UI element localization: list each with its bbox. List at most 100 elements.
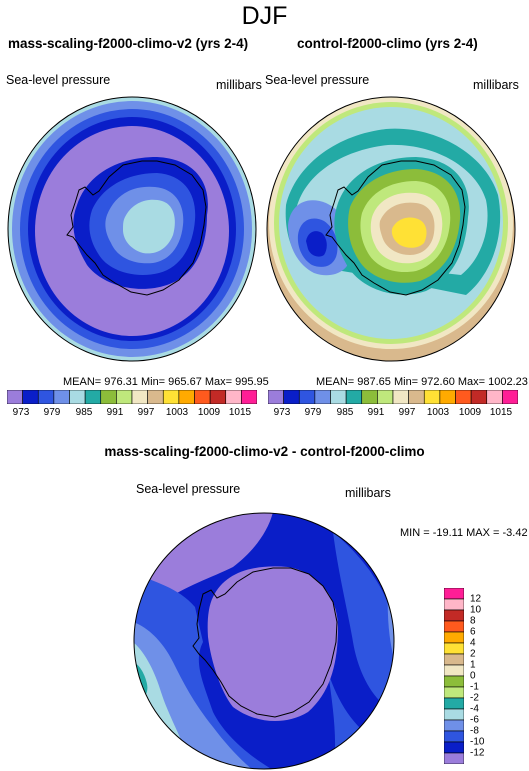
colorbar-swatch bbox=[444, 730, 464, 743]
colorbar-swatch bbox=[444, 653, 464, 666]
colorbar-swatch bbox=[455, 390, 472, 404]
right-cb-tick: 1015 bbox=[489, 407, 513, 418]
right-stats: MEAN= 987.65 Min= 972.60 Max= 1002.23 bbox=[316, 376, 528, 388]
diff-cb-tick: 1 bbox=[470, 659, 476, 671]
colorbar-swatch bbox=[444, 686, 464, 699]
diff-stats: MIN = -19.11 MAX = -3.42 bbox=[400, 527, 528, 539]
colorbar-swatch bbox=[444, 719, 464, 732]
diff-colorbar bbox=[444, 588, 464, 764]
colorbar-swatch bbox=[423, 390, 441, 404]
left-cb-tick: 1003 bbox=[165, 407, 189, 418]
main-title: DJF bbox=[241, 2, 288, 30]
diff-colorbar-labels: 12 10 8 6 4 2 1 0 -1 -2 -4 -6 -8 -10 -12 bbox=[470, 588, 510, 764]
right-panel-title: control-f2000-climo (yrs 2-4) bbox=[297, 36, 478, 51]
diff-units-label: millibars bbox=[345, 486, 391, 500]
diff-cb-tick: 2 bbox=[470, 648, 476, 660]
left-cb-tick: 1015 bbox=[228, 407, 252, 418]
colorbar-swatch bbox=[225, 390, 242, 404]
diff-cb-tick: -4 bbox=[470, 703, 479, 715]
colorbar-swatch bbox=[444, 675, 464, 688]
colorbar-swatch bbox=[314, 390, 331, 404]
diff-cb-tick: 8 bbox=[470, 615, 476, 627]
colorbar-swatch bbox=[330, 390, 347, 404]
diff-cb-tick: 10 bbox=[470, 604, 482, 616]
diff-cb-tick: 6 bbox=[470, 626, 476, 638]
colorbar-swatch bbox=[22, 390, 39, 404]
left-cb-tick: 997 bbox=[137, 407, 155, 418]
colorbar-swatch bbox=[444, 741, 464, 754]
left-map bbox=[7, 96, 257, 362]
diff-cb-tick: 12 bbox=[470, 593, 482, 605]
right-cb-tick: 991 bbox=[367, 407, 385, 418]
right-colorbar-ticks: 973 979 985 991 997 1003 1009 1015 bbox=[268, 407, 518, 421]
diff-cb-tick: -8 bbox=[470, 725, 479, 737]
left-cb-tick: 973 bbox=[12, 407, 30, 418]
right-cb-tick: 997 bbox=[398, 407, 416, 418]
colorbar-swatch bbox=[392, 390, 409, 404]
left-panel-title: mass-scaling-f2000-climo-v2 (yrs 2-4) bbox=[8, 36, 249, 51]
left-stats: MEAN= 976.31 Min= 965.67 Max= 995.95 bbox=[63, 376, 269, 388]
left-cb-tick: 991 bbox=[106, 407, 124, 418]
right-cb-tick: 1003 bbox=[426, 407, 450, 418]
colorbar-swatch bbox=[486, 390, 503, 404]
colorbar-swatch bbox=[345, 390, 363, 404]
colorbar-swatch bbox=[162, 390, 180, 404]
colorbar-swatch bbox=[444, 620, 464, 633]
right-cb-tick: 973 bbox=[273, 407, 291, 418]
diff-cb-tick: -6 bbox=[470, 714, 479, 726]
diff-cb-tick: -10 bbox=[470, 736, 485, 748]
diff-cb-tick: -2 bbox=[470, 692, 479, 704]
diff-cb-tick: 0 bbox=[470, 670, 476, 682]
colorbar-swatch bbox=[53, 390, 70, 404]
colorbar-swatch bbox=[444, 631, 464, 644]
colorbar-swatch bbox=[131, 390, 148, 404]
colorbar-swatch bbox=[444, 697, 464, 710]
colorbar-swatch bbox=[361, 390, 378, 404]
colorbar-swatch bbox=[408, 390, 425, 404]
right-cb-tick: 979 bbox=[304, 407, 322, 418]
colorbar-swatch bbox=[377, 390, 394, 404]
colorbar-swatch bbox=[116, 390, 133, 404]
colorbar-swatch bbox=[100, 390, 117, 404]
colorbar-swatch bbox=[444, 708, 464, 721]
colorbar-swatch bbox=[444, 752, 464, 764]
colorbar-swatch bbox=[502, 390, 518, 404]
diff-panel-title: mass-scaling-f2000-climo-v2 - control-f2… bbox=[104, 444, 425, 459]
diff-cb-tick: -1 bbox=[470, 681, 479, 693]
diff-cb-tick: -12 bbox=[470, 747, 485, 759]
colorbar-swatch bbox=[444, 664, 464, 677]
right-cb-tick: 1009 bbox=[458, 407, 482, 418]
right-map bbox=[266, 96, 516, 362]
colorbar-swatch bbox=[298, 390, 316, 404]
colorbar-swatch bbox=[241, 390, 257, 404]
colorbar-swatch bbox=[439, 390, 456, 404]
colorbar-swatch bbox=[283, 390, 300, 404]
colorbar-swatch bbox=[444, 588, 464, 600]
left-colorbar bbox=[7, 390, 257, 404]
right-variable-label: Sea-level pressure bbox=[265, 73, 370, 87]
colorbar-swatch bbox=[470, 390, 488, 404]
colorbar-swatch bbox=[147, 390, 164, 404]
colorbar-swatch bbox=[84, 390, 102, 404]
left-colorbar-ticks: 973 979 985 991 997 1003 1009 1015 bbox=[7, 407, 257, 421]
left-units-label: millibars bbox=[216, 78, 262, 92]
colorbar-swatch bbox=[37, 390, 55, 404]
colorbar-swatch bbox=[444, 642, 464, 655]
left-cb-tick: 979 bbox=[43, 407, 61, 418]
colorbar-swatch bbox=[268, 390, 284, 404]
right-units-label: millibars bbox=[473, 78, 519, 92]
diff-map bbox=[133, 512, 395, 770]
right-colorbar bbox=[268, 390, 518, 404]
colorbar-swatch bbox=[194, 390, 211, 404]
left-cb-tick: 1009 bbox=[197, 407, 221, 418]
colorbar-swatch bbox=[444, 609, 464, 622]
right-cb-tick: 985 bbox=[336, 407, 354, 418]
colorbar-swatch bbox=[209, 390, 227, 404]
diff-cb-tick: 4 bbox=[470, 637, 476, 649]
colorbar-swatch bbox=[178, 390, 195, 404]
colorbar-swatch bbox=[444, 598, 464, 611]
left-variable-label: Sea-level pressure bbox=[6, 73, 111, 87]
diff-variable-label: Sea-level pressure bbox=[136, 482, 241, 496]
colorbar-swatch bbox=[7, 390, 23, 404]
left-cb-tick: 985 bbox=[75, 407, 93, 418]
